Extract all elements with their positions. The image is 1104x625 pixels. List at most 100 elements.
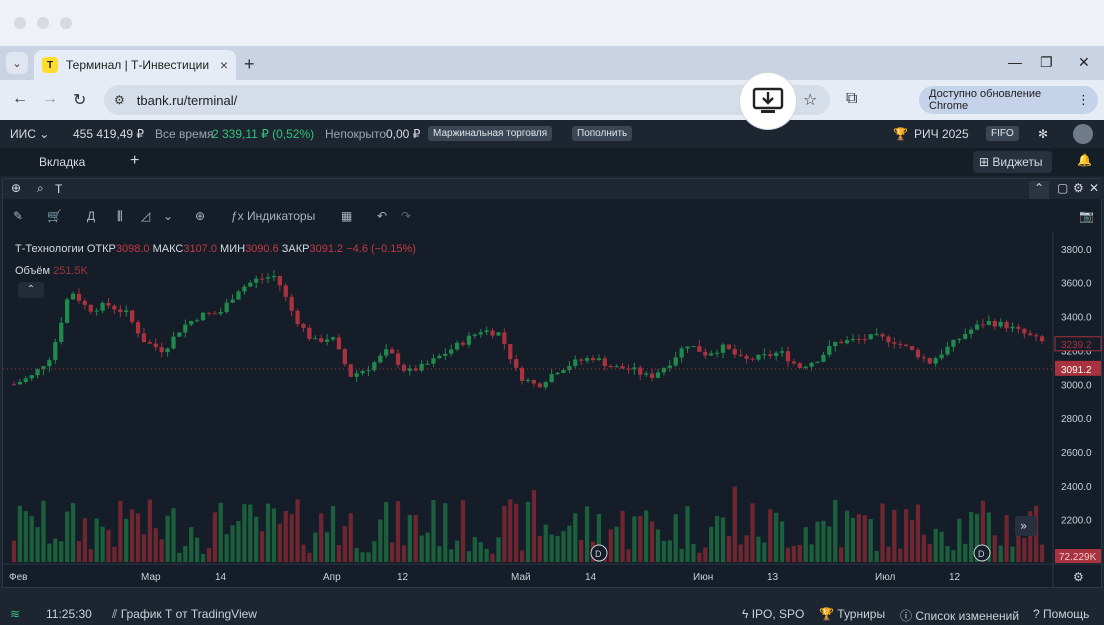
candle-body: [112, 305, 117, 310]
new-tab-icon[interactable]: +: [244, 54, 255, 74]
interval-button[interactable]: Д: [87, 209, 96, 223]
volume-bar: [691, 543, 696, 562]
window-zoom-dot[interactable]: [60, 17, 72, 29]
maximize-widget-icon[interactable]: ▢: [1057, 181, 1069, 195]
tab-workspace[interactable]: Вкладка: [39, 155, 86, 169]
bookmark-star-icon[interactable]: ☆: [803, 92, 818, 109]
add-tab-icon[interactable]: +: [130, 152, 140, 169]
candle-body: [254, 278, 259, 283]
volume-bar: [986, 512, 991, 562]
candle-body: [153, 343, 158, 348]
site-info-icon[interactable]: ⚙: [114, 93, 125, 107]
volume-bar: [957, 518, 962, 562]
chart-widget: ⊕ ⌕ Т ⌃ ▢ ⚙ ✕ ✎ 🛒 Д ⫼ ◿ ⌄ ⊕ ƒx Индикатор…: [2, 178, 1103, 588]
avatar[interactable]: [1073, 124, 1093, 144]
candles-icon[interactable]: ⫼: [117, 209, 123, 223]
volume-bar: [791, 545, 797, 562]
compare-add-icon[interactable]: ⊕: [195, 209, 206, 223]
close-window-icon[interactable]: ✕: [1078, 54, 1090, 70]
widget-settings-icon[interactable]: ⚙: [1073, 181, 1084, 195]
layouts-icon[interactable]: ▦: [341, 209, 353, 223]
volume-bar: [709, 526, 714, 562]
volume-bar: [531, 490, 537, 562]
legend-collapse-button[interactable]: ⌃: [18, 282, 44, 298]
address-bar[interactable]: ⚙ tbank.ru/terminal/: [104, 85, 830, 115]
redo-icon[interactable]: ↷: [401, 209, 412, 223]
volume-bar: [543, 524, 548, 562]
widget-add-icon[interactable]: ⊕: [11, 181, 22, 195]
volume-bar: [856, 514, 862, 562]
ticker-search-input[interactable]: Т: [55, 182, 63, 196]
price-chart[interactable]: 3800.0 3600.0 3400.0 3200.0 3000.0 2800.0 2600…: [3, 231, 1103, 587]
contest-label[interactable]: РИЧ 2025: [914, 127, 969, 141]
help-link[interactable]: ? Помощь: [1033, 607, 1090, 621]
candle-body: [413, 368, 418, 371]
area-chart-icon[interactable]: ◿: [141, 209, 151, 223]
margin-trading-button[interactable]: Маржинальная торговля: [428, 126, 553, 141]
candle-body: [839, 342, 844, 344]
notifications-icon[interactable]: 🔔: [1077, 153, 1092, 167]
browser-tab[interactable]: Т Терминал | Т-Инвестиции ×: [34, 50, 236, 80]
tradingview-link[interactable]: ⫽ График Т от TradingView: [112, 607, 257, 621]
volume-bar: [915, 504, 921, 562]
price-line-badge: [1054, 336, 1102, 352]
fifo-badge[interactable]: FIFO: [986, 126, 1019, 141]
settings-snowflake-icon[interactable]: ✻: [1038, 127, 1049, 141]
minimize-icon[interactable]: —: [1008, 54, 1022, 70]
candle-body: [833, 342, 838, 347]
restore-icon[interactable]: ❐: [1040, 54, 1053, 70]
volume-bar: [35, 527, 40, 562]
candle-body: [384, 349, 389, 356]
more-menu-icon[interactable]: ⋮: [1077, 92, 1090, 107]
volume-bar: [141, 534, 147, 562]
widget-close-icon[interactable]: ✕: [1089, 181, 1100, 195]
reload-icon[interactable]: ↻: [73, 92, 87, 109]
widgets-label: Виджеты: [992, 155, 1043, 169]
window-close-dot[interactable]: [14, 17, 26, 29]
extensions-icon[interactable]: ⧉: [846, 90, 858, 107]
window-minimize-dot[interactable]: [37, 17, 49, 29]
pencil-icon[interactable]: ✎: [13, 209, 24, 223]
last-price-badge-label: 3091.2: [1061, 365, 1092, 376]
indicators-button[interactable]: ƒx Индикаторы: [231, 209, 316, 223]
forward-icon[interactable]: →: [42, 90, 58, 107]
low-label: МИН: [220, 243, 246, 255]
candle-body: [856, 339, 862, 341]
volume-bar: [194, 537, 200, 562]
volume-bar: [898, 548, 903, 562]
x-tick-label: 14: [215, 572, 227, 583]
ipo-link[interactable]: ϟ IPO, SPO: [742, 607, 805, 621]
cart-icon[interactable]: 🛒: [47, 209, 62, 223]
topup-button[interactable]: Пополнить: [572, 126, 633, 141]
collapse-widget-icon[interactable]: ⌃: [1029, 181, 1049, 199]
widgets-button[interactable]: ⊞ Виджеты: [973, 151, 1052, 173]
tournaments-link[interactable]: 🏆 Турниры: [819, 607, 886, 621]
chevron-down-icon[interactable]: ⌄: [163, 209, 174, 223]
volume-bar: [336, 545, 342, 562]
volume-bar: [508, 499, 513, 562]
candle-body: [608, 366, 613, 368]
changelog-link[interactable]: ⓘ Список изменений: [900, 609, 1020, 623]
screenshot-icon[interactable]: 📷: [1079, 209, 1094, 223]
candle-body: [738, 354, 743, 356]
volume-bar: [366, 552, 371, 562]
volume-bar: [301, 544, 306, 562]
close-tab-icon[interactable]: ×: [219, 57, 228, 73]
undo-icon[interactable]: ↶: [377, 209, 388, 223]
candle-body: [1039, 336, 1045, 342]
volume-bar: [768, 509, 773, 562]
clock-time: 11:25:30: [46, 607, 92, 621]
candle-body: [644, 373, 649, 375]
tab-search-button[interactable]: ⌄: [6, 52, 28, 74]
chrome-update-button[interactable]: Доступно обновление Chrome ⋮: [919, 86, 1098, 114]
volume-bar: [685, 506, 690, 562]
candle-body: [443, 353, 448, 356]
volume-bar: [254, 516, 259, 562]
chart-settings-icon: ⚙: [1073, 570, 1084, 584]
candle-body: [561, 369, 566, 373]
install-app-button[interactable]: [740, 73, 796, 129]
candle-body: [289, 296, 294, 311]
back-icon[interactable]: ←: [12, 90, 28, 107]
account-selector[interactable]: ИИС ⌄: [10, 127, 50, 141]
volume-legend: Объём 251.5K: [15, 265, 88, 277]
